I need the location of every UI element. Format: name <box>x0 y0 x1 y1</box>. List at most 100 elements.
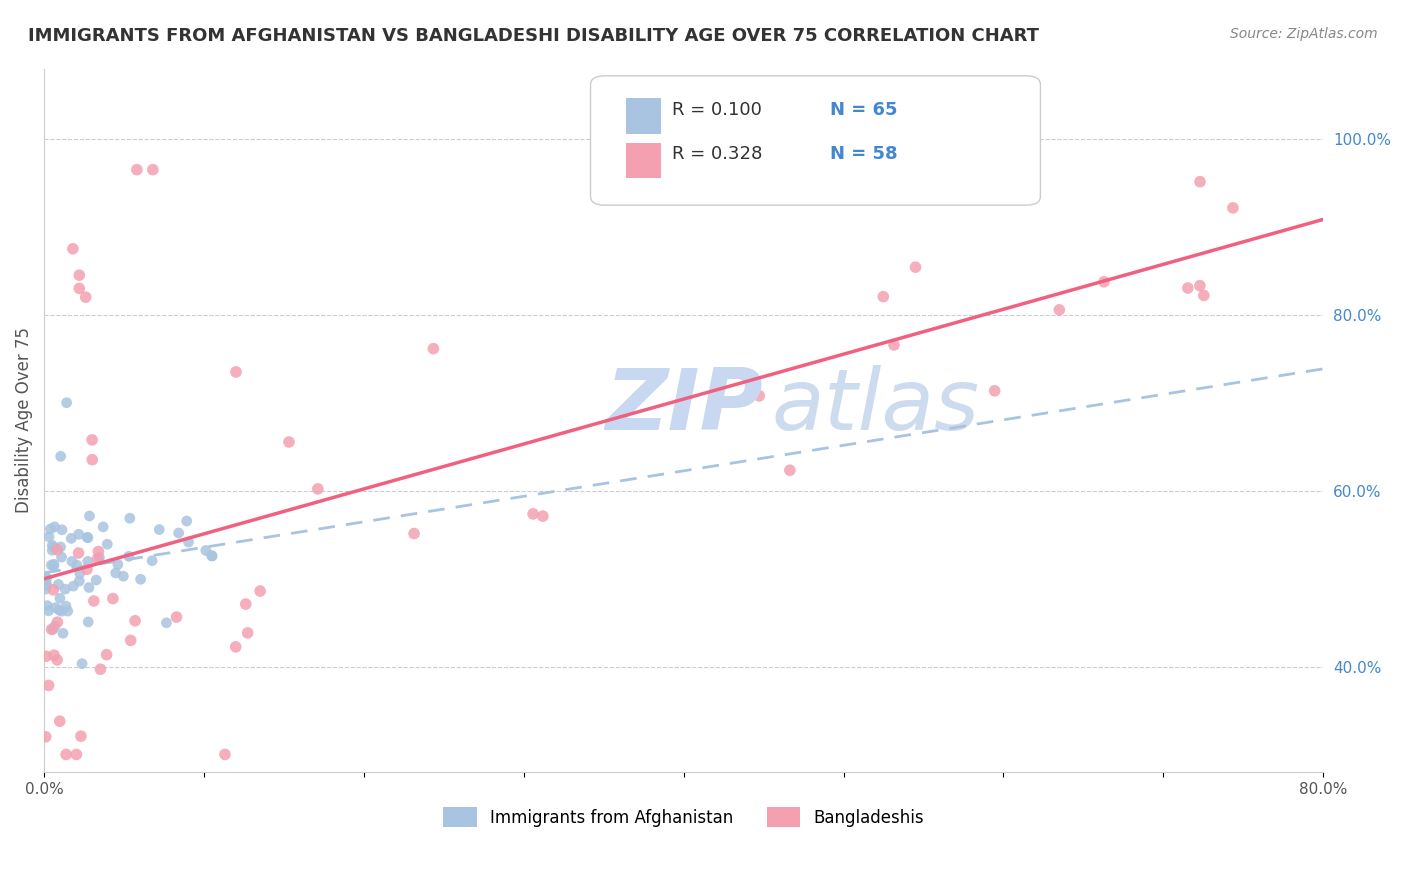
Point <box>91 520 114 534</box>
Point <box>141 554 163 568</box>
Point <box>42 582 65 597</box>
Point <box>278 434 301 449</box>
Point <box>1047 302 1070 317</box>
Point <box>176 514 198 528</box>
Point <box>86 551 108 566</box>
Point <box>96 537 118 551</box>
Point <box>39 558 62 573</box>
Point <box>39 522 62 536</box>
Point <box>84 573 107 587</box>
Point <box>46 615 69 629</box>
Point <box>112 569 135 583</box>
Point <box>35 649 58 664</box>
Point <box>1092 275 1115 289</box>
Point <box>89 550 111 565</box>
Point <box>67 546 90 560</box>
Text: ZIP: ZIP <box>605 365 762 448</box>
Text: N = 65: N = 65 <box>830 101 897 119</box>
Point <box>839 181 862 195</box>
Point <box>142 162 165 177</box>
Point <box>51 550 73 565</box>
Point <box>70 729 93 743</box>
Point <box>307 482 329 496</box>
Point <box>70 657 93 671</box>
Point <box>76 562 98 576</box>
Point <box>177 535 200 549</box>
Point <box>75 290 97 304</box>
Point <box>49 591 72 606</box>
Point <box>42 648 65 662</box>
Point <box>201 549 224 563</box>
Text: atlas: atlas <box>772 365 980 448</box>
Point <box>779 463 801 477</box>
Point <box>101 591 124 606</box>
Point <box>1188 175 1211 189</box>
Point <box>49 540 72 554</box>
Point <box>82 452 104 467</box>
Point <box>249 584 271 599</box>
Point <box>83 594 105 608</box>
Point <box>42 540 65 554</box>
Point <box>87 544 110 558</box>
Point <box>76 554 98 568</box>
Point <box>872 290 894 304</box>
Point <box>55 599 77 614</box>
Point <box>38 530 60 544</box>
Point <box>904 260 927 274</box>
Point <box>148 523 170 537</box>
Point <box>45 600 67 615</box>
Point <box>522 507 544 521</box>
Point <box>62 579 84 593</box>
Point <box>166 610 188 624</box>
Text: R = 0.328: R = 0.328 <box>672 145 762 163</box>
Point <box>35 730 58 744</box>
Point <box>41 538 63 552</box>
Point <box>46 542 69 557</box>
Point <box>67 574 90 588</box>
Point <box>66 558 89 573</box>
Point <box>125 162 148 177</box>
Point <box>96 648 118 662</box>
Point <box>42 559 65 574</box>
Point <box>48 577 70 591</box>
Point <box>1177 281 1199 295</box>
Point <box>118 549 141 564</box>
Point <box>124 614 146 628</box>
Point <box>35 570 58 584</box>
Point <box>56 604 79 618</box>
Point <box>38 604 60 618</box>
Point <box>35 572 58 586</box>
Point <box>60 532 83 546</box>
Point <box>748 389 770 403</box>
Point <box>53 582 76 596</box>
Point <box>167 526 190 541</box>
Point <box>65 747 87 762</box>
Point <box>37 599 59 613</box>
Point <box>67 281 90 295</box>
Point <box>120 633 142 648</box>
Point <box>67 527 90 541</box>
Point <box>67 268 90 282</box>
Point <box>155 615 177 630</box>
Point <box>49 714 72 729</box>
Point <box>52 626 75 640</box>
Point <box>48 603 70 617</box>
Point <box>225 365 247 379</box>
Point <box>225 640 247 654</box>
Point <box>76 530 98 544</box>
Point <box>235 597 257 611</box>
Point <box>42 622 65 636</box>
Point <box>883 338 905 352</box>
Point <box>42 558 65 572</box>
Point <box>35 582 58 596</box>
Point <box>214 747 236 762</box>
Text: N = 58: N = 58 <box>830 145 897 163</box>
Point <box>236 626 259 640</box>
Point <box>38 678 60 692</box>
Point <box>1222 201 1244 215</box>
Point <box>82 433 104 447</box>
Point <box>77 531 100 545</box>
Point <box>35 577 58 591</box>
Text: R = 0.100: R = 0.100 <box>672 101 762 119</box>
Y-axis label: Disability Age Over 75: Disability Age Over 75 <box>15 327 32 513</box>
